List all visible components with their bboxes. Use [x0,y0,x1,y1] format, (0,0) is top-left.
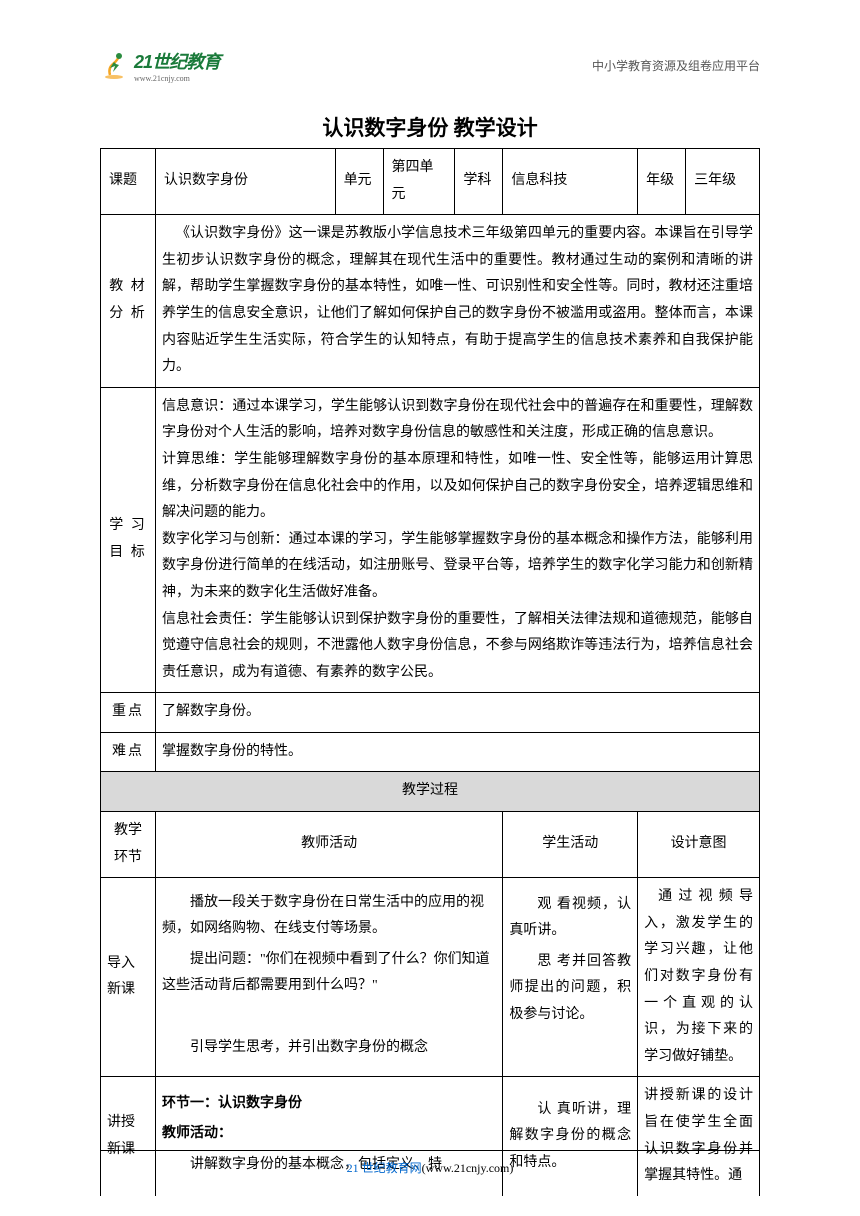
intro-row: 导入新课 播放一段关于数字身份在日常生活中的应用的视频，如网络购物、在线支付等场… [101,878,760,1077]
objective-1: 信息意识：通过本课学习，学生能够认识到数字身份在现代社会中的普遍存在和重要性，理… [162,394,753,447]
topic-value: 认识数字身份 [155,149,335,215]
intro-teacher: 播放一段关于数字身份在日常生活中的应用的视频，如网络购物、在线支付等场景。 提出… [155,878,502,1077]
col-student: 学生活动 [503,812,638,878]
unit-value: 第四单元 [383,149,455,215]
objective-2: 计算思维：学生能够理解数字身份的基本原理和特性，如唯一性、安全性等，能够运用计算… [162,447,753,527]
logo-url: www.21cnjy.com [134,74,220,83]
footer-url: (www.21cnjy.com) [422,1161,514,1175]
intro-student: 观 看视频，认真听讲。 思 考并回答教师提出的问题，积极参与讨论。 [503,878,638,1077]
intro-student-p1: 观 看视频，认真听讲。 [509,892,631,945]
intro-intent: 通过视频导入，激发学生的学习兴趣，让他们对数字身份有一个直观的认识，为接下来的学… [638,878,760,1077]
page-title: 认识数字身份 教学设计 [0,112,860,142]
topic-label: 课题 [101,149,156,215]
footer-site: 21 世纪教育网 [347,1161,422,1175]
keypoint-row: 重点 了解数字身份。 [101,693,760,733]
lesson-plan-table: 课题 认识数字身份 单元 第四单元 学科 信息科技 年级 三年级 教 材分 析 … [100,148,760,1196]
unit-label: 单元 [335,149,383,215]
objectives-row: 学 习目 标 信息意识：通过本课学习，学生能够认识到数字身份在现代社会中的普遍存… [101,387,760,693]
difficulty-row: 难点 掌握数字身份的特性。 [101,732,760,772]
logo-main-text: 21世纪教育 [134,48,220,74]
subject-value: 信息科技 [503,149,638,215]
analysis-content: 《认识数字身份》这一课是苏教版小学信息技术三年级第四单元的重要内容。本课旨在引导… [155,215,759,388]
info-row: 课题 认识数字身份 单元 第四单元 学科 信息科技 年级 三年级 [101,149,760,215]
difficulty-content: 掌握数字身份的特性。 [155,732,759,772]
process-header-row: 教学过程 [101,772,760,812]
logo-icon [100,50,130,80]
keypoint-label: 重点 [101,693,156,733]
intro-phase: 导入新课 [101,878,156,1077]
objectives-content: 信息意识：通过本课学习，学生能够认识到数字身份在现代社会中的普遍存在和重要性，理… [155,387,759,693]
teach-teacher: 环节一：认识数字身份 教师活动： 讲解数字身份的基本概念，包括定义、特 [155,1077,502,1196]
difficulty-label: 难点 [101,732,156,772]
objective-4: 信息社会责任：学生能够认识到保护数字身份的重要性，了解相关法律法规和道德规范，能… [162,607,753,687]
col-intent: 设计意图 [638,812,760,878]
keypoint-content: 了解数字身份。 [155,693,759,733]
analysis-row: 教 材分 析 《认识数字身份》这一课是苏教版小学信息技术三年级第四单元的重要内容… [101,215,760,388]
intro-teacher-p2: 提出问题："你们在视频中看到了什么？你们知道这些活动背后都需要用到什么吗？" [162,947,496,1000]
teach-row: 讲授新课 环节一：认识数字身份 教师活动： 讲解数字身份的基本概念，包括定义、特… [101,1077,760,1196]
objectives-label: 学 习目 标 [101,387,156,693]
analysis-label: 教 材分 析 [101,215,156,388]
objective-3: 数字化学习与创新：通过本课的学习，学生能够掌握数字身份的基本概念和操作方法，能够… [162,527,753,607]
teach-phase: 讲授新课 [101,1077,156,1196]
col-phase: 教学环节 [101,812,156,878]
teach-activity-label: 教师活动： [162,1121,496,1148]
logo: 21世纪教育 www.21cnjy.com [100,48,220,83]
column-header-row: 教学环节 教师活动 学生活动 设计意图 [101,812,760,878]
process-header: 教学过程 [101,772,760,812]
platform-name: 中小学教育资源及组卷应用平台 [592,57,760,74]
page-footer: 21 世纪教育网(www.21cnjy.com) [0,1150,860,1176]
grade-label: 年级 [638,149,686,215]
teach-intent: 讲授新课的设计旨在使学生全面认识数字身份并掌握其特性。通 [638,1077,760,1196]
intro-student-p2: 思 考并回答教师提出的问题，积极参与讨论。 [509,949,631,1029]
grade-value: 三年级 [686,149,760,215]
subject-label: 学科 [455,149,503,215]
teach-section-title: 环节一：认识数字身份 [162,1091,496,1118]
col-teacher: 教师活动 [155,812,502,878]
teach-student: 认 真听讲，理解数字身份的概念和特点。 [503,1077,638,1196]
page-header: 21世纪教育 www.21cnjy.com 中小学教育资源及组卷应用平台 [0,40,860,90]
footer-text: 21 世纪教育网(www.21cnjy.com) [0,1159,860,1176]
intro-teacher-p1: 播放一段关于数字身份在日常生活中的应用的视频，如网络购物、在线支付等场景。 [162,890,496,943]
intro-teacher-p3: 引导学生思考，并引出数字身份的概念 [162,1035,496,1062]
